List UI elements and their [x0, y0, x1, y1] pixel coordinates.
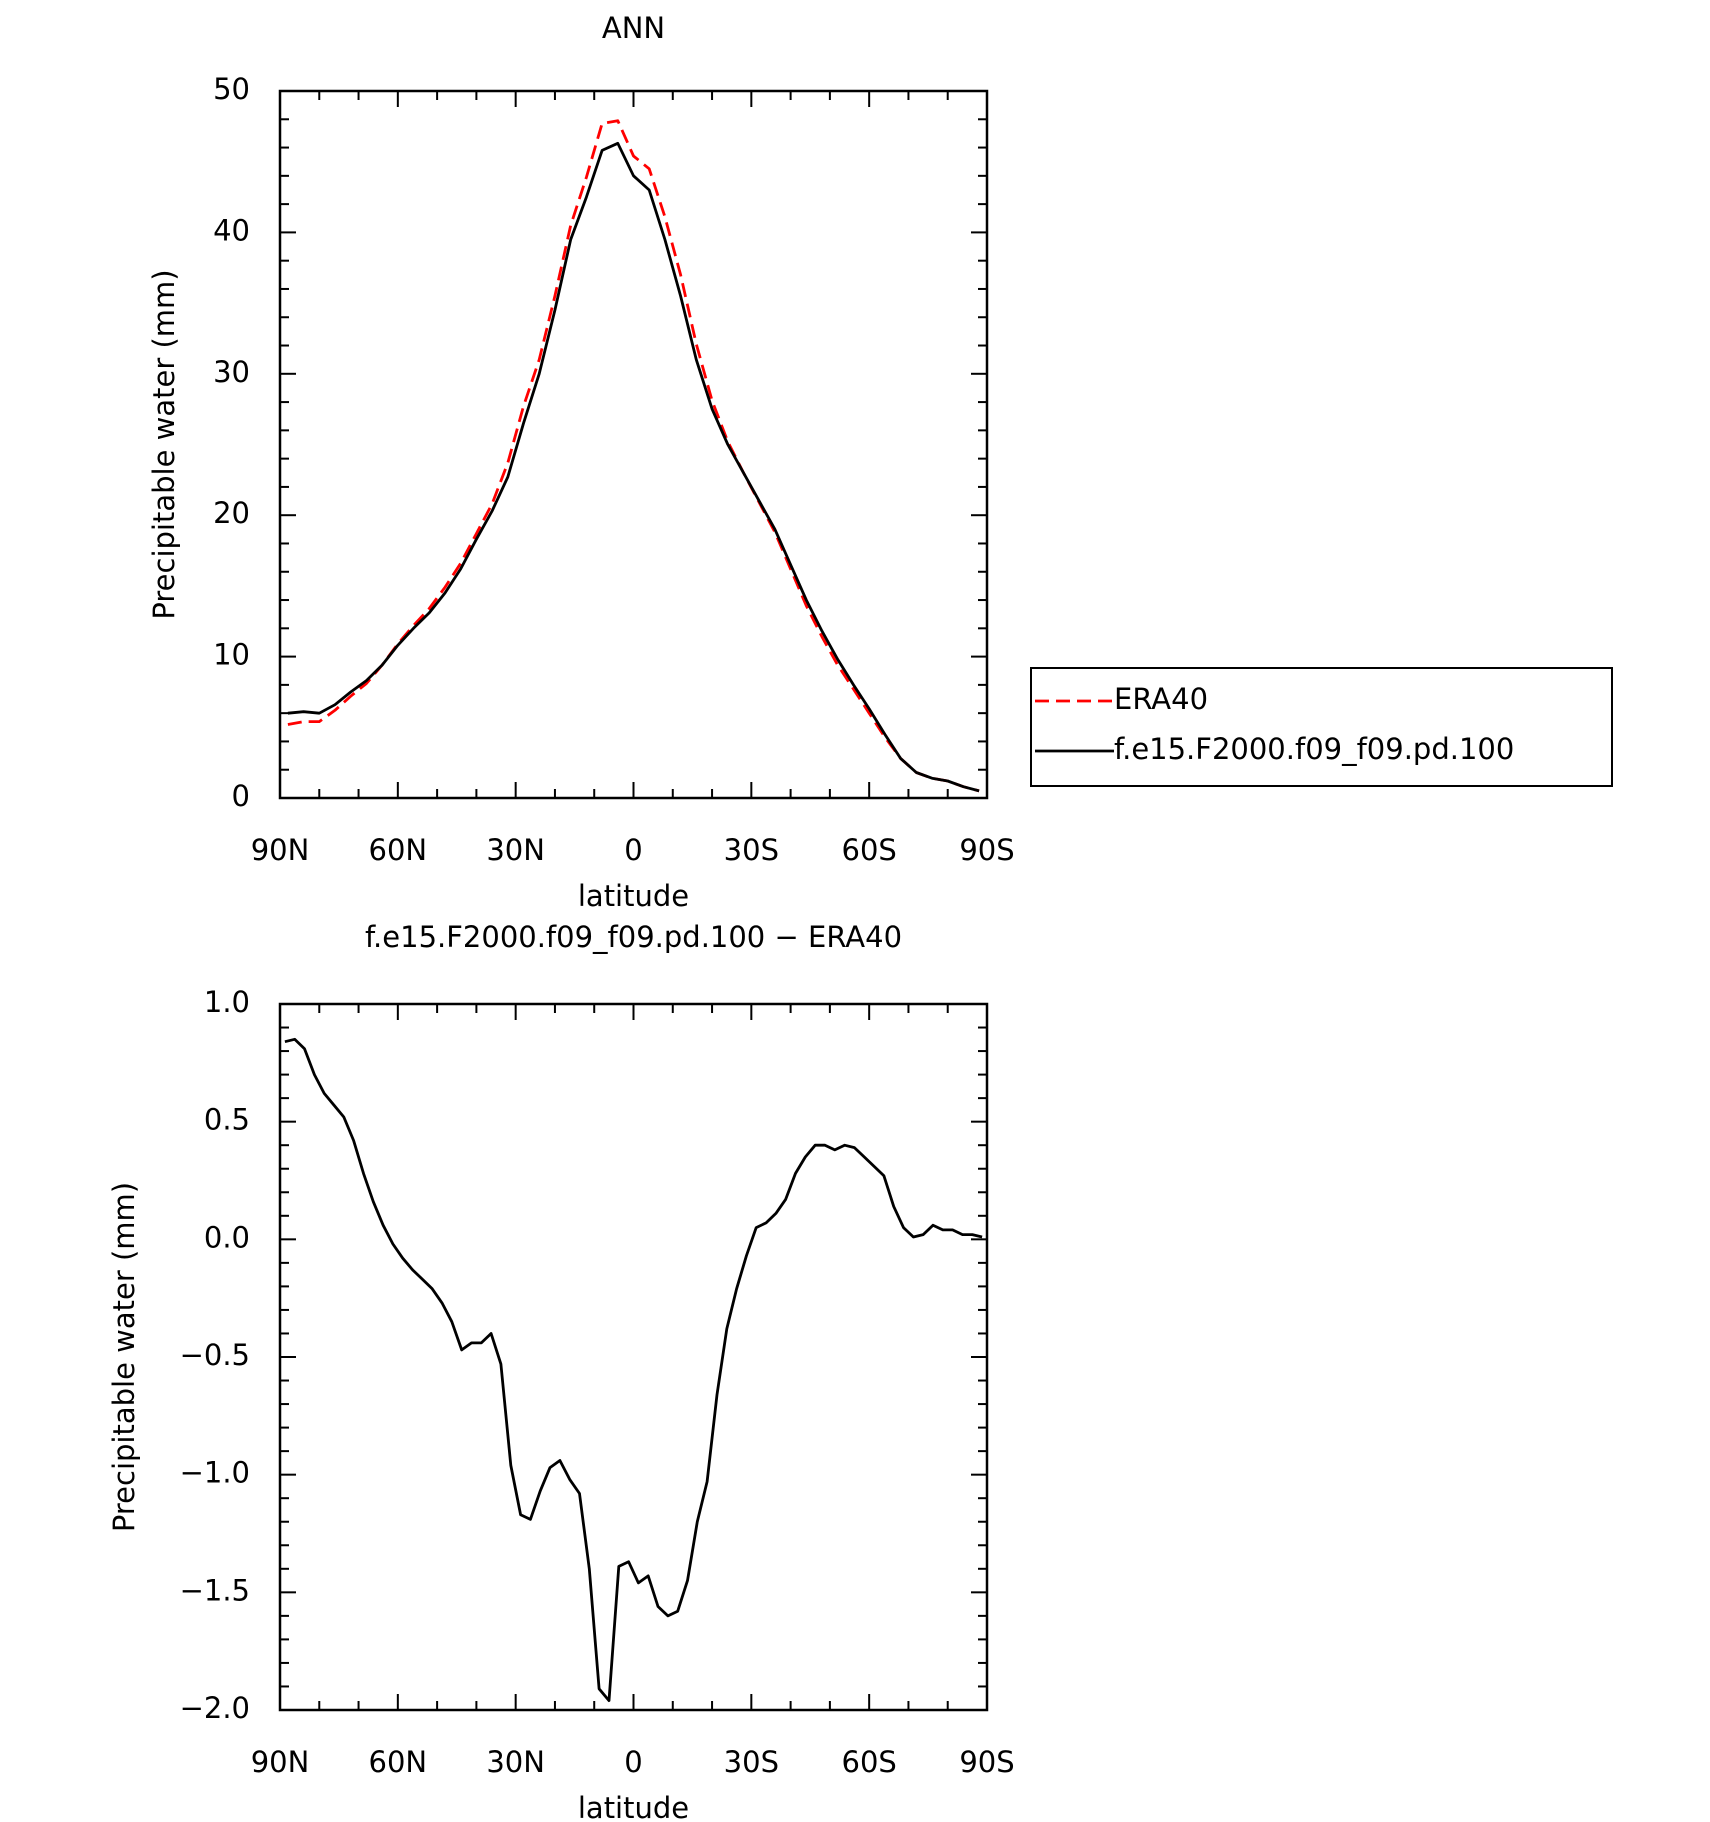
y-tick-label: 30 [213, 355, 250, 389]
y-tick-label: 20 [213, 496, 250, 530]
x-tick-label: 60N [369, 1745, 428, 1779]
x-tick-label: 60S [842, 1745, 897, 1779]
chart-title: f.e15.F2000.f09_f09.pd.100 − ERA40 [365, 920, 902, 954]
data-line [287, 119, 980, 793]
x-tick-label: 90S [959, 833, 1014, 867]
x-tick-label: 60S [842, 833, 897, 867]
x-tick-label: 0 [624, 833, 642, 867]
plot-frame [278, 1002, 989, 1712]
y-tick-label: −0.5 [180, 1338, 250, 1372]
x-tick-label: 30N [486, 1745, 545, 1779]
x-axis-label: latitude [578, 1791, 689, 1822]
y-tick-label: 1.0 [204, 985, 250, 1019]
x-axis-label: latitude [578, 879, 689, 913]
x-tick-label: 90N [251, 833, 310, 867]
chart-title: ANN [602, 11, 665, 45]
x-tick-label: 0 [624, 1745, 642, 1779]
y-axis-label: Precipitable water (mm) [107, 1182, 141, 1532]
x-tick-label: 30N [486, 833, 545, 867]
y-axis-label: Precipitable water (mm) [147, 269, 181, 619]
y-tick-label: 40 [213, 213, 250, 247]
x-tick-label: 90N [251, 1745, 310, 1779]
x-tick-label: 60N [369, 833, 428, 867]
y-tick-label: 0.0 [204, 1220, 250, 1254]
x-tick-label: 90S [959, 1745, 1014, 1779]
y-tick-label: 50 [213, 72, 250, 106]
legend-label: f.e15.F2000.f09_f09.pd.100 [1114, 732, 1514, 766]
y-tick-label: −2.0 [180, 1691, 250, 1725]
y-tick-label: −1.5 [180, 1573, 250, 1607]
x-tick-label: 30S [724, 833, 779, 867]
y-tick-label: 10 [213, 638, 250, 672]
legend-label: ERA40 [1114, 682, 1208, 716]
y-tick-label: 0.5 [204, 1103, 250, 1137]
legend-box [1030, 667, 1613, 787]
data-line [287, 141, 980, 793]
x-tick-label: 30S [724, 1745, 779, 1779]
y-tick-label: −1.0 [180, 1456, 250, 1490]
data-line [284, 1037, 983, 1702]
y-tick-label: 0 [232, 779, 250, 813]
plot-frame [278, 89, 989, 800]
